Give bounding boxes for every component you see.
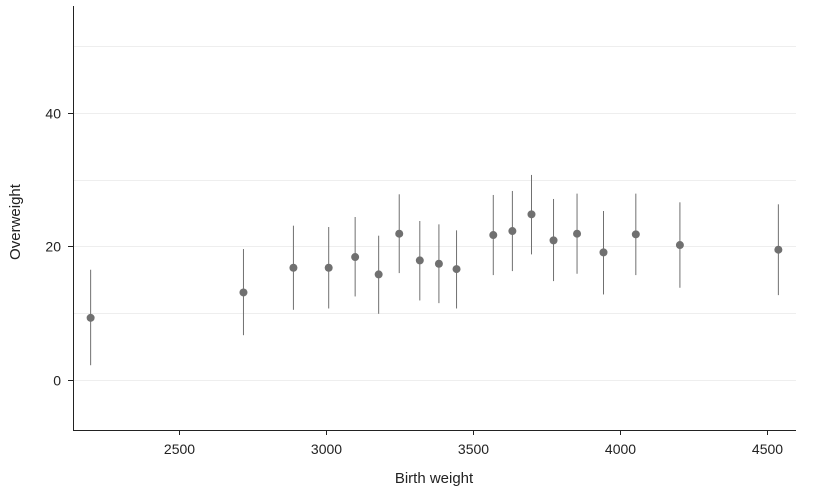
data-point: [239, 288, 248, 297]
data-point: [289, 263, 298, 272]
data-point: [351, 253, 360, 262]
data-point: [549, 236, 558, 245]
data-point: [86, 313, 95, 322]
data-point: [599, 248, 608, 257]
y-axis-ticks: 0 20 40: [45, 106, 73, 389]
data-point: [374, 270, 383, 279]
y-tick-label: 40: [45, 106, 61, 122]
y-axis-title: Overweight: [7, 183, 24, 260]
data-point: [774, 245, 783, 254]
x-tick-label: 2500: [164, 441, 195, 457]
data-point: [508, 227, 517, 236]
x-axis-title: Birth weight: [395, 470, 474, 487]
x-axis-ticks: 2500 3000 3500 4000 4500: [164, 430, 783, 457]
data-point: [452, 265, 461, 274]
y-tick-label: 0: [53, 373, 61, 389]
x-tick-label: 3000: [311, 441, 342, 457]
data-point: [395, 229, 404, 238]
data-point: [489, 231, 498, 240]
data-point: [527, 210, 536, 219]
error-bars: [90, 174, 779, 366]
data-point: [573, 229, 582, 238]
data-point: [434, 259, 443, 268]
x-tick-label: 4000: [605, 441, 636, 457]
data-point: [415, 256, 424, 265]
data-point: [631, 230, 640, 239]
x-tick-label: 3500: [458, 441, 489, 457]
data-point: [675, 241, 684, 250]
data-point: [324, 263, 333, 272]
x-tick-label: 4500: [752, 441, 783, 457]
data-points: [86, 210, 783, 322]
y-tick-label: 20: [45, 239, 61, 255]
gridlines: [74, 46, 796, 381]
